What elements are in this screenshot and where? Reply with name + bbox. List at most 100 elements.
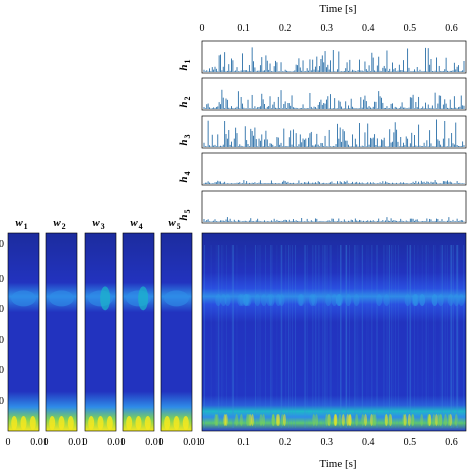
bottom-tick-label: 0: [200, 437, 205, 448]
spectrogram-mid-energy: [335, 294, 342, 306]
spectrogram-mid-energy: [239, 294, 246, 306]
basis-label-w3: w3: [92, 217, 104, 231]
basis-mid-band: [49, 290, 74, 307]
basis-energy-blob: [173, 416, 180, 430]
spectrogram-low-energy: [407, 414, 411, 426]
top-tick-label: 0.5: [404, 23, 417, 34]
spectrogram-mid-energy: [404, 294, 411, 306]
bottom-tick-label: 0.3: [320, 437, 333, 448]
spectrogram-mid-energy: [431, 294, 438, 306]
basis-panel-w1: w10 0.01: [6, 217, 48, 448]
spectrogram-low-energy: [444, 414, 448, 426]
spectrogram-mid-energy: [418, 294, 425, 306]
spectrogram-low-energy: [341, 414, 345, 426]
spectrogram-low-energy: [223, 414, 227, 426]
activation-panel-h4: h4: [178, 152, 467, 186]
spectrogram-low-energy: [239, 414, 243, 426]
spectrogram-mid-energy: [298, 294, 305, 306]
spectrogram-mid-energy: [260, 294, 267, 306]
basis-tick-label: 0: [83, 437, 88, 448]
basis-energy-blob: [106, 416, 113, 430]
activation-label-h3: h3: [178, 134, 192, 145]
bottom-tick-label: 0.1: [237, 437, 250, 448]
spectrogram-low-energy: [250, 414, 254, 426]
basis-heatmap: [45, 232, 78, 432]
top-time-axis-ticks: 0 0.1 0.2 0.3 0.4 0.5 0.6: [200, 23, 458, 34]
spectrogram-low-energy: [338, 414, 342, 426]
basis-energy-blob: [126, 416, 133, 430]
basis-energy-blob: [49, 416, 56, 430]
bottom-tick-label: 0.4: [362, 437, 375, 448]
spectrogram-mid-energy: [337, 294, 344, 306]
basis-energy-blob: [135, 416, 142, 430]
spectrogram-low-energy: [447, 414, 451, 426]
basis-heatmap: [84, 232, 117, 432]
basis-energy-blob: [20, 416, 27, 430]
spectrogram-low-energy: [275, 414, 279, 426]
spectrogram-mid-energy: [331, 294, 338, 306]
basis-label-w2: w2: [53, 217, 65, 231]
spectrogram-mid-energy: [309, 294, 316, 306]
basis-highlight: [138, 286, 149, 311]
spectrogram-mid-energy: [458, 294, 465, 306]
spectrogram-low-energy: [403, 414, 407, 426]
activation-panel-h5: h5: [178, 190, 467, 224]
top-tick-label: 0: [200, 23, 205, 34]
basis-tick-label: 0: [6, 437, 11, 448]
spectrogram-mid-energy: [437, 294, 444, 306]
spectrogram-low-energy: [428, 414, 432, 426]
activation-panel-h3: h3: [178, 115, 467, 149]
spectrogram-low-energy: [432, 414, 436, 426]
basis-tick-label: 0.01: [183, 437, 201, 448]
top-tick-label: 0.4: [362, 23, 375, 34]
basis-energy-blob: [97, 416, 104, 430]
activation-panel-h2: h2: [178, 77, 467, 111]
basis-energy-blob: [144, 416, 151, 430]
basis-tick-label: 0.01: [145, 437, 163, 448]
activation-panel-h1: h1: [178, 40, 467, 74]
spectrogram-low-energy: [312, 414, 316, 426]
activation-label-h4: h4: [178, 171, 192, 182]
spectrogram-mid-energy: [453, 294, 460, 306]
top-time-axis-label: Time [s]: [319, 3, 356, 15]
activation-label-h2: h2: [178, 96, 192, 107]
spectrogram-mid-energy: [335, 294, 342, 306]
spectrogram-mid-energy: [275, 294, 282, 306]
spectrogram-low-energy: [325, 414, 329, 426]
spectrogram-mid-energy: [254, 294, 261, 306]
bottom-tick-label: 0.5: [404, 437, 417, 448]
spectrogram-mid-energy: [266, 294, 273, 306]
left-tick-label: 0: [0, 335, 4, 346]
spectrogram-low-energy: [454, 414, 458, 426]
basis-tick-label: 0.01: [107, 437, 125, 448]
activation-frame: [201, 152, 467, 186]
spectrogram-low-energy: [346, 414, 350, 426]
bottom-time-axis-label: Time [s]: [319, 458, 356, 470]
basis-tick-label: 0: [44, 437, 49, 448]
basis-heatmap: [122, 232, 155, 432]
spectrogram-low-energy: [388, 414, 392, 426]
spectrogram-heatmap: [201, 232, 467, 432]
activation-label-h1: h1: [178, 59, 192, 70]
spectrogram-low-energy: [271, 414, 275, 426]
spectrogram-low-energy: [411, 414, 415, 426]
activation-panels: h1 h2 h3 h4 h5: [178, 40, 467, 224]
left-tick-label: 0: [0, 239, 4, 250]
basis-panel-w4: w40 0.01: [121, 217, 163, 448]
spectrogram-mid-energy: [383, 294, 390, 306]
spectrogram-mid-energy: [376, 294, 383, 306]
spectrogram-mid-energy: [237, 294, 244, 306]
spectrogram-mid-energy: [220, 294, 227, 306]
spectrogram-low-energy: [214, 414, 218, 426]
activation-frame: [201, 115, 467, 149]
basis-energy-blob: [182, 416, 189, 430]
basis-heatmap: [7, 232, 40, 432]
spectrogram-mid-energy: [244, 294, 251, 306]
spectrogram-low-energy: [434, 414, 438, 426]
spectrogram-mid-energy: [412, 294, 419, 306]
basis-tick-label: 0.01: [68, 437, 86, 448]
spectrogram-mid-energy: [297, 294, 304, 306]
basis-label-w4: w4: [130, 217, 142, 231]
